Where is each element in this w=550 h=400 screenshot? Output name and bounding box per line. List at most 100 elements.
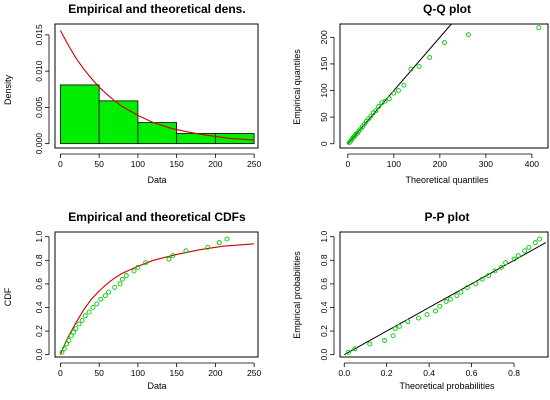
qq-point — [382, 98, 388, 104]
density-title: Empirical and theoretical dens. — [68, 2, 245, 16]
pp-point — [458, 289, 464, 295]
qq-reference-line — [347, 23, 452, 145]
qq-ylabel: Empirical quantiles — [292, 49, 302, 125]
pp-point — [511, 256, 517, 262]
pp-point — [464, 284, 470, 290]
pp-y-tick-label: 0.2 — [319, 325, 329, 337]
empirical-cdf-point — [216, 240, 222, 246]
empirical-cdf-point — [86, 309, 92, 315]
density-ylabel: Density — [3, 74, 13, 105]
cdf-x-tick-label: 0 — [58, 368, 63, 378]
cdf-y-tick-label: 0.6 — [34, 278, 44, 290]
empirical-cdf-point — [143, 260, 149, 266]
empirical-cdf-point — [82, 313, 88, 319]
pp-point — [392, 326, 398, 332]
pp-title: P-P plot — [424, 210, 469, 224]
cdf-x-tick-label: 250 — [247, 368, 261, 378]
pp-point — [473, 281, 479, 287]
pp-point — [532, 240, 538, 246]
cdf-panel: Empirical and theoretical CDFs Data CDF … — [3, 210, 261, 391]
pp-point — [382, 338, 388, 343]
pp-point — [437, 303, 443, 309]
pp-y-tick-label: 0.4 — [319, 301, 329, 313]
cdf-y-tick-label: 1.0 — [34, 231, 44, 243]
pp-point — [416, 315, 421, 321]
pp-point — [424, 312, 430, 317]
density-plot-frame — [54, 23, 259, 149]
qq-point — [427, 55, 433, 60]
cdf-x-tick-label: 150 — [170, 368, 184, 378]
density-bar — [137, 122, 178, 145]
density-x-tick-label: 250 — [247, 159, 261, 169]
cdf-y-tick-label: 0.2 — [34, 325, 44, 337]
qq-panel: Q-Q plot Theoretical quantiles Empirical… — [292, 2, 549, 185]
qq-point — [401, 82, 407, 88]
pp-y-tick-label: 0.0 — [319, 348, 329, 360]
pp-point — [433, 308, 438, 314]
empirical-cdf-point — [68, 333, 74, 339]
density-x-tick-label: 200 — [208, 159, 222, 169]
density-y-tick-label: 0.005 — [34, 96, 44, 118]
empirical-cdf-point — [61, 346, 67, 352]
density-bar — [176, 133, 216, 145]
empirical-cdf-point — [135, 264, 141, 270]
empirical-cdf-point — [106, 289, 111, 295]
density-x-tick-label: 100 — [131, 159, 145, 169]
pp-point — [405, 319, 411, 325]
qq-point — [368, 113, 374, 119]
empirical-cdf-point — [119, 276, 125, 282]
qq-point — [376, 104, 382, 109]
empirical-cdf-point — [131, 268, 137, 274]
qq-x-tick-label: 200 — [433, 159, 447, 169]
qq-point — [395, 88, 401, 93]
theoretical-density-curve — [59, 30, 255, 141]
theoretical-cdf-curve — [59, 243, 255, 355]
density-x-tick-label: 50 — [94, 159, 104, 169]
pp-point — [498, 264, 504, 270]
pp-point — [526, 244, 532, 250]
pp-point — [479, 276, 485, 282]
density-x-tick-label: 0 — [58, 159, 63, 169]
pp-point — [486, 273, 492, 279]
pp-y-tick-label: 0.6 — [319, 278, 329, 290]
cdf-ylabel: CDF — [3, 287, 13, 306]
pp-y-tick-label: 1.0 — [319, 231, 329, 243]
qq-point — [391, 90, 397, 96]
empirical-cdf-point — [117, 281, 123, 287]
empirical-cdf-point — [183, 248, 189, 254]
qq-y-tick-label: 200 — [319, 30, 329, 44]
empirical-cdf-point — [59, 349, 65, 355]
density-y-tick-label: 0.015 — [34, 24, 44, 46]
pp-point — [396, 323, 402, 329]
empirical-cdf-point — [73, 326, 79, 332]
cdf-title: Empirical and theoretical CDFs — [68, 210, 246, 224]
pp-point — [367, 341, 373, 347]
cdf-plot-frame — [54, 231, 259, 358]
pp-x-tick-label: 0.0 — [338, 368, 350, 378]
cdf-x-tick-label: 100 — [131, 368, 145, 378]
empirical-cdf-point — [64, 341, 70, 347]
pp-x-tick-label: 0.2 — [381, 368, 393, 378]
cdf-x-tick-label: 50 — [94, 368, 104, 378]
empirical-cdf-point — [170, 253, 176, 259]
qq-point — [536, 25, 542, 31]
qq-point — [442, 40, 447, 46]
pp-point — [454, 293, 460, 299]
empirical-cdf-point — [79, 317, 85, 323]
pp-plot-frame — [339, 231, 549, 358]
pp-x-tick-label: 0.6 — [466, 368, 478, 378]
empirical-cdf-point — [98, 296, 104, 302]
empirical-cdf-point — [66, 338, 72, 343]
pp-panel: P-P plot Theoretical probabilities Empir… — [292, 210, 549, 391]
pp-point — [352, 346, 358, 352]
qq-plot-frame — [339, 23, 549, 149]
qq-point — [408, 66, 414, 72]
qq-point — [416, 64, 422, 70]
empirical-cdf-point — [123, 273, 129, 279]
empirical-cdf-point — [224, 236, 230, 242]
density-y-tick-label: 0.000 — [34, 133, 44, 155]
empirical-cdf-point — [205, 244, 211, 250]
qq-point — [386, 96, 392, 101]
pp-xlabel: Theoretical probabilities — [399, 381, 495, 391]
